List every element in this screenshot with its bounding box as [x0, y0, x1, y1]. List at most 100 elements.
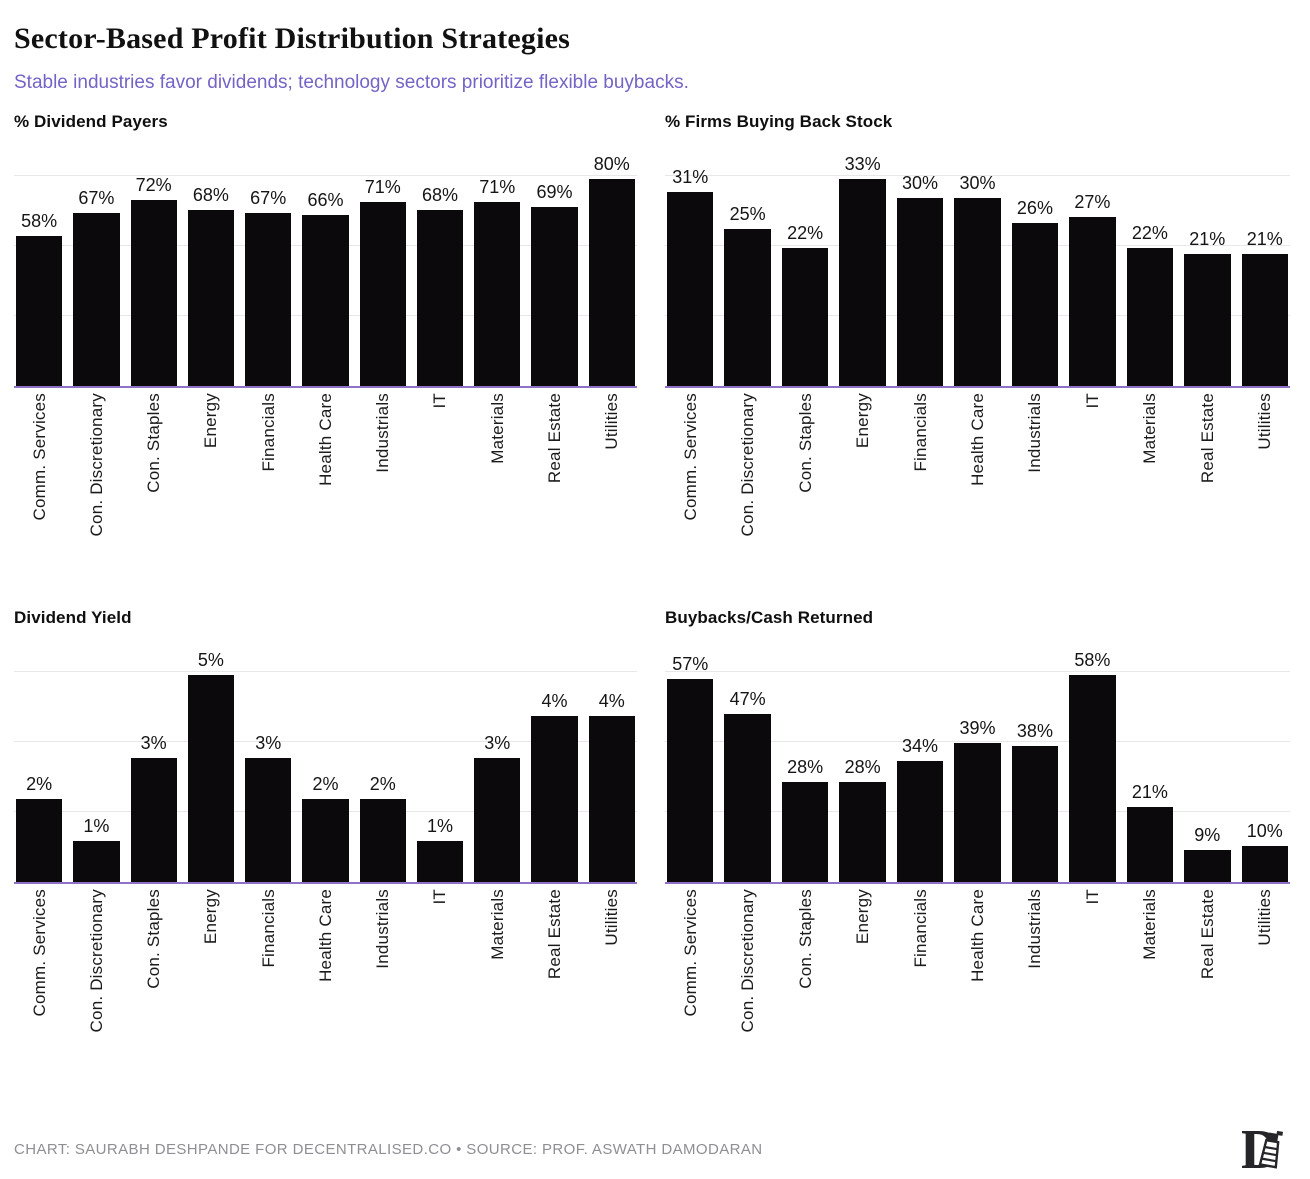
- category-label: Utilities: [1255, 393, 1275, 450]
- bar-column: 34%: [896, 736, 944, 882]
- x-axis-line: [14, 386, 637, 388]
- chart-title: % Firms Buying Back Stock: [665, 112, 893, 131]
- bar: [359, 202, 406, 386]
- category-label: Industrials: [373, 889, 393, 969]
- bar-column: 2%: [16, 774, 63, 882]
- category-label: Materials: [1140, 393, 1160, 464]
- bars-area: 2% 1% 3% 5% 3% 2% 2% 1% 3% 4% 4%: [14, 642, 637, 882]
- category-label: Con. Staples: [795, 889, 815, 989]
- bars-area: 31% 25% 22% 33% 30% 30% 26% 27% 22% 21% 21%: [665, 146, 1290, 386]
- category-cell: Industrials: [1012, 889, 1058, 1090]
- category-label: Utilities: [1255, 889, 1275, 946]
- credit-line: CHART: SAURABH DESHPANDE FOR DECENTRALIS…: [14, 1140, 763, 1158]
- bar-column: 30%: [896, 173, 944, 386]
- category-cell: Financials: [245, 393, 291, 594]
- gridline: [14, 741, 637, 742]
- category-cell: Utilities: [589, 889, 635, 1090]
- category-cell: Health Care: [302, 889, 348, 1090]
- category-label: IT: [1082, 889, 1102, 905]
- bar-column: 67%: [245, 188, 292, 386]
- bar-value-label: 39%: [959, 718, 996, 738]
- category-cell: Real Estate: [531, 889, 577, 1090]
- bar: [588, 179, 635, 386]
- category-label: IT: [430, 393, 450, 409]
- category-cell: Energy: [188, 889, 234, 1090]
- bar-value-label: 66%: [307, 190, 344, 210]
- bar-value-label: 38%: [1016, 721, 1053, 741]
- bar: [954, 743, 1001, 882]
- category-label: Real Estate: [545, 889, 565, 980]
- bar-value-label: 1%: [426, 816, 453, 836]
- bar: [73, 213, 120, 386]
- category-labels: Comm. Services Con. Discretionary Con. Sta…: [665, 889, 1290, 1090]
- category-labels: Comm. Services Con. Discretionary Con. Sta…: [14, 393, 637, 594]
- category-cell: Financials: [245, 889, 291, 1090]
- category-label: Utilities: [602, 889, 622, 946]
- gridline: [665, 175, 1290, 176]
- bar-column: 58%: [1069, 650, 1116, 882]
- bar-value-label: 4%: [541, 691, 568, 711]
- bar-column: 67%: [73, 188, 120, 386]
- bar-column: 26%: [1011, 198, 1059, 386]
- bar-value-label: 33%: [844, 154, 881, 174]
- category-label: Real Estate: [1197, 393, 1217, 484]
- bar: [1126, 807, 1174, 882]
- bar: [16, 799, 63, 882]
- bar: [245, 758, 292, 882]
- bar-value-label: 71%: [479, 177, 516, 197]
- bar: [781, 248, 829, 386]
- bar: [531, 716, 578, 882]
- bar: [839, 179, 886, 386]
- bar-column: 21%: [1126, 782, 1174, 882]
- bar-column: 66%: [302, 190, 349, 386]
- category-cell: Con. Staples: [131, 889, 177, 1090]
- category-cell: Con. Staples: [782, 889, 828, 1090]
- category-cell: Industrials: [1012, 393, 1058, 594]
- bar-value-label: 22%: [787, 223, 824, 243]
- bar-value-label: 57%: [672, 654, 709, 674]
- chart-title: Buybacks/Cash Returned: [665, 608, 874, 627]
- bar-value-label: 71%: [364, 177, 401, 197]
- category-label: Financials: [910, 393, 930, 472]
- plot-area: 58% 67% 72% 68% 67% 66% 71% 68% 71% 69% 80%: [14, 146, 637, 388]
- category-cell: Financials: [897, 889, 943, 1090]
- bar-column: 33%: [839, 154, 886, 386]
- bar-column: 25%: [724, 204, 771, 386]
- bar-column: 2%: [359, 774, 406, 882]
- bar-column: 30%: [954, 173, 1001, 386]
- bar-column: 3%: [245, 733, 292, 882]
- category-cell: IT: [1069, 393, 1115, 594]
- bar: [724, 229, 771, 386]
- bar-value-label: 31%: [672, 167, 709, 187]
- bar: [302, 215, 349, 386]
- bar-value-label: 5%: [197, 650, 224, 670]
- bar-column: 58%: [16, 211, 63, 386]
- bar: [1241, 254, 1288, 386]
- bar: [16, 236, 63, 386]
- category-cell: IT: [417, 393, 463, 594]
- gridline: [14, 175, 637, 176]
- category-label: Real Estate: [1197, 889, 1217, 980]
- bar-value-label: 68%: [192, 185, 229, 205]
- bar: [130, 200, 177, 386]
- category-label: Con. Staples: [144, 393, 164, 493]
- chart-title: Dividend Yield: [14, 608, 132, 627]
- bar-value-label: 34%: [902, 736, 939, 756]
- category-label: Comm. Services: [29, 889, 49, 1017]
- category-label: Comm. Services: [680, 393, 700, 521]
- bar: [667, 192, 714, 386]
- category-cell: Comm. Services: [667, 393, 713, 594]
- x-axis-line: [665, 882, 1290, 884]
- bar: [1184, 850, 1231, 882]
- bar-value-label: 4%: [598, 691, 625, 711]
- category-cell: Con. Discretionary: [724, 889, 770, 1090]
- category-label: Con. Staples: [144, 889, 164, 989]
- gridline: [14, 671, 637, 672]
- bar: [359, 799, 406, 882]
- plot-area: 2% 1% 3% 5% 3% 2% 2% 1% 3% 4% 4%: [14, 642, 637, 884]
- category-cell: Industrials: [360, 393, 406, 594]
- bar-value-label: 21%: [1189, 229, 1226, 249]
- category-cell: Utilities: [589, 393, 635, 594]
- bar: [187, 675, 235, 882]
